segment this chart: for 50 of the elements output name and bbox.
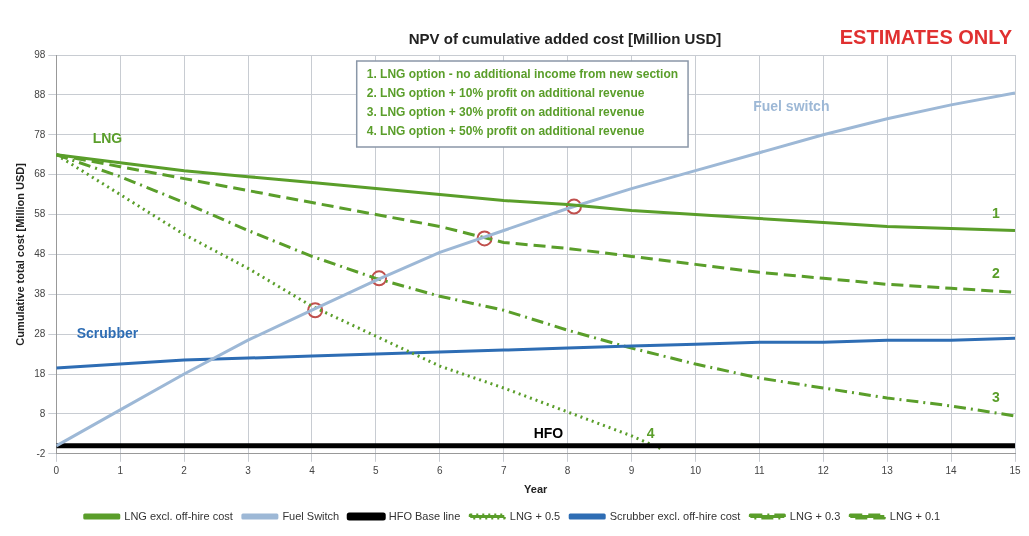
chart-title: NPV of cumulative added cost [Million USD]	[408, 30, 722, 48]
x-tick-label: 4	[309, 464, 316, 476]
y-tick-label: 18	[34, 367, 46, 379]
y-tick-label: -2	[36, 447, 46, 459]
legend-label: LNG + 0.5	[509, 509, 561, 522]
chart-subtitle: ESTIMATES ONLY	[839, 25, 1013, 48]
x-tick-label: 2	[181, 464, 188, 476]
y-tick-label: 48	[34, 248, 46, 260]
x-tick-label: 12	[817, 464, 830, 476]
x-tick-label: 7	[500, 464, 507, 476]
annotation: 2	[991, 265, 1000, 282]
y-tick-label: 68	[34, 168, 46, 180]
annotation: Fuel switch	[753, 97, 830, 114]
y-tick-label: 8	[39, 407, 46, 419]
annotation: 1	[991, 205, 1000, 222]
annotation: 2. LNG option + 10% profit on additional revenue	[366, 86, 645, 101]
x-tick-label: 11	[754, 464, 765, 476]
y-tick-label: 78	[34, 128, 46, 140]
annotation: 3. LNG option + 30% profit on additional revenue	[366, 105, 645, 120]
x-tick-label: 8	[564, 464, 571, 476]
annotation: HFO	[533, 424, 564, 441]
legend-label: HFO Base line	[388, 509, 461, 522]
x-tick-label: 15	[1009, 464, 1021, 476]
y-tick-label: 28	[34, 327, 46, 339]
legend-label: Fuel Switch	[282, 509, 340, 522]
x-tick-label: 13	[881, 464, 894, 476]
y-tick-label: 98	[34, 48, 46, 60]
x-tick-label: 5	[373, 464, 380, 476]
annotation: 4	[646, 424, 655, 441]
annotation: 1. LNG option - no additional income from new section	[366, 67, 679, 82]
x-tick-label: 10	[689, 464, 702, 476]
x-tick-label: 9	[628, 464, 635, 476]
annotation: LNG	[92, 129, 123, 146]
x-tick-label: 3	[245, 464, 252, 476]
y-tick-label: 38	[34, 288, 46, 300]
x-axis-title: Year	[524, 483, 548, 496]
legend-label: Scrubber excl. off-hire cost	[609, 509, 741, 522]
legend-label: LNG excl. off-hire cost	[124, 509, 233, 522]
x-tick-label: 0	[53, 464, 60, 476]
x-tick-label: 14	[945, 464, 958, 476]
annotation: Scrubber	[76, 325, 139, 342]
x-tick-label: 1	[117, 464, 124, 476]
x-tick-label: 6	[437, 464, 444, 476]
legend-label: LNG + 0.3	[789, 509, 841, 522]
annotation: 4. LNG option + 50% profit on additional revenue	[366, 124, 645, 139]
y-tick-label: 88	[34, 88, 46, 100]
y-tick-label: 58	[34, 208, 46, 220]
legend-label: LNG + 0.1	[889, 509, 941, 522]
y-axis-title: Cumulative total cost [Million USD]	[13, 162, 26, 346]
annotation: 3	[991, 388, 1000, 405]
